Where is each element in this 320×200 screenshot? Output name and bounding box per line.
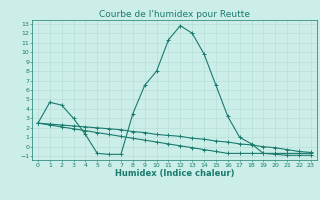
X-axis label: Humidex (Indice chaleur): Humidex (Indice chaleur) xyxy=(115,169,234,178)
Title: Courbe de l'humidex pour Reutte: Courbe de l'humidex pour Reutte xyxy=(99,10,250,19)
